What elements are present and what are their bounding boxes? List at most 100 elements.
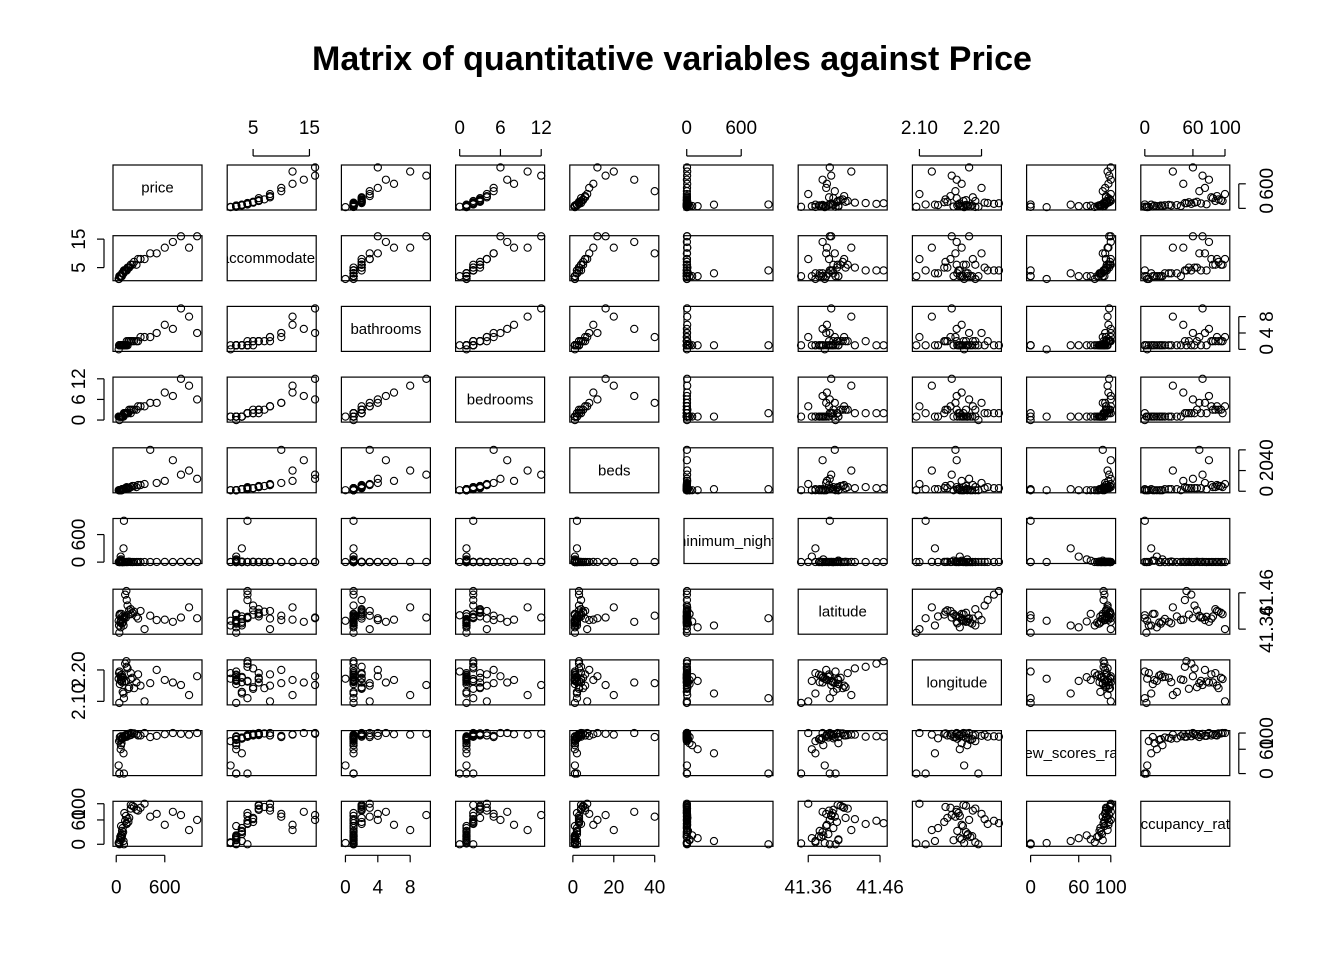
point [630, 237, 639, 247]
point [349, 199, 358, 208]
point [1098, 445, 1107, 455]
point [815, 557, 824, 566]
point [682, 332, 692, 342]
x-tick-label: 0 [454, 118, 465, 139]
point [818, 175, 827, 184]
point [373, 731, 382, 741]
point [1220, 332, 1230, 342]
point [1106, 260, 1115, 269]
point [1176, 732, 1186, 741]
point [1180, 595, 1190, 605]
point [357, 684, 366, 693]
point [709, 836, 719, 846]
point [277, 332, 286, 342]
point [146, 678, 155, 688]
panel [340, 657, 431, 708]
point [977, 183, 986, 193]
point [1202, 557, 1211, 567]
point [373, 728, 382, 738]
point [1096, 687, 1105, 697]
point [469, 657, 478, 666]
point [133, 731, 143, 740]
point [365, 624, 374, 634]
point [585, 665, 594, 675]
point [682, 628, 691, 637]
point [955, 745, 964, 754]
point [277, 678, 286, 688]
point [389, 557, 399, 567]
y-tick-label: 2.10 [69, 683, 90, 720]
point [764, 341, 773, 350]
point [1074, 676, 1083, 686]
point [1202, 200, 1211, 209]
point [1158, 486, 1167, 495]
point [1074, 271, 1083, 281]
variable-label: bathrooms [350, 321, 421, 338]
point [1180, 337, 1190, 346]
point [168, 807, 178, 816]
point [915, 189, 924, 199]
point [1100, 590, 1109, 599]
point [828, 409, 837, 418]
point [1160, 341, 1170, 350]
point [933, 612, 943, 621]
point [609, 603, 618, 612]
point [192, 474, 202, 483]
point [357, 605, 366, 614]
point [489, 665, 498, 675]
point [299, 456, 308, 465]
point [824, 806, 834, 815]
panel-frame [112, 305, 203, 352]
point [1214, 684, 1223, 693]
y-tick-label: 0 [69, 415, 90, 426]
panel [226, 163, 320, 212]
x-tick-label: 60 [1182, 118, 1203, 139]
panel [226, 374, 320, 425]
point [572, 689, 582, 698]
point [133, 254, 143, 264]
point [126, 674, 135, 684]
point [1106, 678, 1115, 687]
point [365, 728, 374, 738]
point [119, 769, 129, 778]
panel-frame [455, 588, 546, 635]
point [365, 803, 374, 812]
panel [455, 163, 546, 212]
point [462, 345, 471, 354]
point [682, 456, 692, 465]
point [381, 391, 391, 401]
point [288, 312, 297, 321]
point [126, 482, 135, 492]
point [475, 257, 485, 267]
panel [340, 799, 431, 849]
point [1212, 681, 1222, 690]
panel-frame [683, 659, 774, 706]
point [140, 557, 149, 567]
point [921, 769, 930, 778]
point [1195, 332, 1204, 342]
point [872, 816, 881, 825]
point [957, 388, 966, 397]
point [572, 734, 582, 743]
point [475, 668, 485, 678]
point [1168, 466, 1178, 475]
point [1093, 341, 1102, 350]
point [1140, 694, 1149, 703]
point [503, 324, 512, 334]
point [1158, 412, 1167, 421]
x-tick-label: 40 [644, 877, 665, 898]
point [123, 601, 132, 610]
point [349, 745, 358, 754]
point [288, 167, 297, 176]
point [968, 614, 977, 623]
point [299, 175, 308, 184]
point [243, 819, 252, 828]
point [824, 193, 834, 202]
panel-frame [683, 517, 774, 565]
panel [1140, 374, 1231, 425]
point [980, 263, 989, 272]
point [879, 657, 888, 666]
point [1026, 667, 1035, 676]
point [841, 405, 850, 414]
point [1200, 665, 1210, 675]
